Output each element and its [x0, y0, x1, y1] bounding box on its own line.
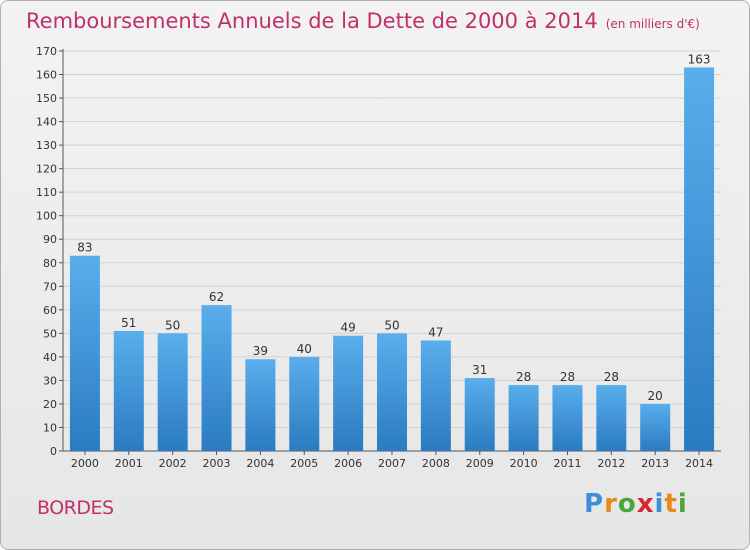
y-tick-label: 50 [43, 327, 57, 340]
y-tick-label: 70 [43, 280, 57, 293]
data-label: 50 [384, 318, 399, 332]
bar [508, 385, 539, 451]
x-tick-label: 2004 [246, 457, 274, 470]
logo-letter: i [654, 489, 665, 519]
data-label: 28 [560, 370, 575, 384]
bar [377, 333, 407, 451]
y-tick-label: 80 [43, 257, 57, 270]
x-tick-label: 2002 [159, 457, 187, 470]
logo-letter: P [584, 489, 605, 519]
data-labels: 83 51 50 62 39 40 49 50 47 31 28 28 28 20 163 [77, 52, 710, 402]
bar [113, 331, 144, 451]
data-label: 49 [340, 321, 355, 335]
bar [245, 359, 276, 451]
bar [684, 67, 715, 452]
x-tick-label: 2003 [203, 457, 231, 470]
y-tick-label: 0 [50, 445, 57, 458]
bar [552, 385, 583, 451]
y-tick-label: 140 [36, 116, 57, 129]
y-tick-label: 170 [36, 45, 57, 58]
x-tick-label: 2005 [290, 457, 318, 470]
x-tick-label: 2010 [510, 457, 538, 470]
bar [640, 403, 671, 451]
logo-letter: x [636, 489, 655, 519]
y-tick-label: 160 [36, 69, 57, 82]
bar [420, 340, 451, 451]
data-label: 31 [472, 363, 487, 377]
y-tick-label: 40 [43, 351, 57, 364]
data-label: 20 [648, 389, 663, 403]
data-label: 47 [428, 325, 443, 339]
bar [289, 356, 320, 451]
data-label: 28 [516, 370, 531, 384]
x-tick-label: 2008 [422, 457, 450, 470]
bar [464, 378, 495, 451]
data-label: 50 [165, 318, 180, 332]
y-tick-label: 130 [36, 139, 57, 152]
logo-letter: r [604, 489, 618, 519]
logo-letter: t [664, 489, 678, 519]
y-tick-label: 30 [43, 374, 57, 387]
x-tick-label: 2009 [466, 457, 494, 470]
y-tick-label: 60 [43, 304, 57, 317]
logo-letter: o [617, 489, 637, 519]
bar [333, 335, 364, 451]
data-label: 39 [253, 344, 268, 358]
bar [69, 255, 100, 451]
y-tick-label: 20 [43, 398, 57, 411]
x-tick-label: 2007 [378, 457, 406, 470]
data-label: 51 [121, 316, 136, 330]
x-tick-label: 2011 [553, 457, 581, 470]
chart-title: Remboursements Annuels de la Dette de 20… [26, 9, 700, 33]
data-label: 40 [297, 342, 312, 356]
bar [157, 333, 188, 451]
bar [201, 305, 232, 451]
x-tick-label: 2006 [334, 457, 362, 470]
y-tick-label: 10 [43, 421, 57, 434]
x-tick-label: 2000 [71, 457, 99, 470]
x-tick-label: 2014 [685, 457, 713, 470]
x-tick-label: 2013 [641, 457, 669, 470]
chart-unit-label: (en milliers d'€) [605, 17, 700, 31]
bar [596, 385, 627, 451]
axes: 0 10 20 30 40 50 60 70 80 90 100 110 120 130 140 150 160… [36, 45, 721, 470]
data-label: 163 [688, 52, 711, 66]
chart-title-text: Remboursements Annuels de la Dette de 20… [26, 9, 598, 33]
y-tick-label: 120 [36, 163, 57, 176]
bars [69, 67, 715, 452]
y-tick-label: 100 [36, 210, 57, 223]
y-tick-label: 150 [36, 92, 57, 105]
data-label: 83 [77, 241, 92, 255]
logo-letter: i [677, 489, 688, 519]
y-tick-label: 110 [36, 186, 57, 199]
commune-name: BORDES [37, 497, 114, 519]
data-label: 62 [209, 290, 224, 304]
y-tick-label: 90 [43, 233, 57, 246]
proxiti-logo: Proxiti [584, 489, 688, 519]
x-tick-label: 2012 [597, 457, 625, 470]
data-label: 28 [604, 370, 619, 384]
x-tick-label: 2001 [115, 457, 143, 470]
